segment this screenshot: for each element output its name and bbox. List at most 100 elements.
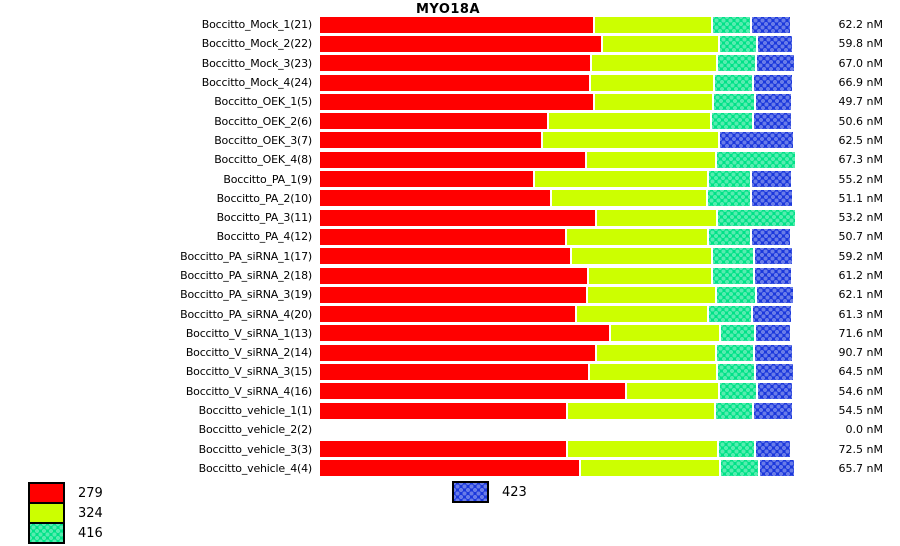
legend-label-423: 423 <box>502 484 527 500</box>
bar-area <box>320 267 803 284</box>
bar-segment-324 <box>572 248 712 265</box>
bar-segment-416 <box>716 344 753 361</box>
bar-segment-423 <box>754 74 793 91</box>
legend-item-324: 324 <box>28 502 103 524</box>
row-label: Boccitto_Mock_4(24) <box>201 76 312 90</box>
bar-segment-279 <box>320 171 533 188</box>
row-label: Boccitto_OEK_3(7) <box>214 133 312 147</box>
bar-area <box>320 286 803 303</box>
chart-row: Boccitto_PA_3(11) 53.2 nM <box>0 208 900 227</box>
bar-area <box>320 151 803 168</box>
row-value: 62.2 nM <box>838 18 883 32</box>
chart-row: Boccitto_V_siRNA_3(15) 64.5 nM <box>0 362 900 381</box>
bar-segment-279 <box>320 286 587 303</box>
row-value: 61.2 nM <box>838 269 883 282</box>
bar-segment-279 <box>320 306 575 323</box>
bar-area <box>320 325 803 342</box>
bar-chart: Boccitto_Mock_1(21) 62.2 nM Boccitto_Mock_… <box>0 15 900 478</box>
bar-segment-279 <box>320 267 588 284</box>
row-value: 67.0 nM <box>838 56 883 70</box>
bar-segment-416 <box>720 383 756 400</box>
bar-area <box>320 190 803 207</box>
bar-segment-423 <box>751 228 790 245</box>
chart-row: Boccitto_PA_1(9) 55.2 nM <box>0 169 900 188</box>
bar-segment-279 <box>320 344 595 361</box>
chart-row: Boccitto_PA_siRNA_3(19) 62.1 nM <box>0 285 900 304</box>
bar-segment-324 <box>567 441 717 458</box>
bar-area <box>320 422 803 438</box>
bar-segment-324 <box>543 132 718 149</box>
row-label: Boccitto_vehicle_4(4) <box>198 461 313 475</box>
bar-segment-324 <box>587 151 716 168</box>
row-value: 50.7 nM <box>838 230 883 244</box>
chart-title: MYO18A <box>415 2 481 17</box>
chart-row: Boccitto_Mock_3(23) 67.0 nM <box>0 54 900 73</box>
row-value: 71.6 nM <box>838 326 883 340</box>
bar-segment-423 <box>754 344 792 361</box>
row-value: 59.2 nM <box>838 249 883 263</box>
legend-swatch-324 <box>28 502 65 524</box>
bar-area <box>320 441 803 458</box>
row-value: 62.1 nM <box>838 288 883 302</box>
bar-segment-324 <box>580 460 719 477</box>
chart-row: Boccitto_Mock_1(21) 62.2 nM <box>0 15 900 34</box>
row-value: 65.7 nM <box>838 461 883 475</box>
bar-area <box>320 171 803 188</box>
legend-label-279: 279 <box>78 485 103 501</box>
row-value: 54.6 nM <box>838 384 883 398</box>
bar-area <box>320 113 803 130</box>
legend-swatch-416 <box>28 522 65 544</box>
bar-segment-416 <box>715 402 752 419</box>
row-label: Boccitto_V_siRNA_1(13) <box>185 326 312 340</box>
bar-segment-279 <box>320 190 550 207</box>
bar-area <box>320 402 803 419</box>
row-value: 64.5 nM <box>838 365 883 379</box>
row-value: 72.5 nM <box>838 442 883 456</box>
bar-segment-324 <box>551 190 706 207</box>
bar-segment-324 <box>566 228 707 245</box>
legend-item-416: 416 <box>28 522 103 544</box>
bar-segment-279 <box>320 325 609 342</box>
bar-segment-279 <box>320 93 593 110</box>
bar-segment-416 <box>719 35 757 52</box>
bar-segment-416 <box>708 171 750 188</box>
bar-segment-423 <box>753 113 791 130</box>
bar-segment-324 <box>589 267 712 284</box>
row-label: Boccitto_OEK_1(5) <box>214 95 312 109</box>
row-value: 50.6 nM <box>838 114 883 128</box>
row-label: Boccitto_PA_siRNA_4(20) <box>180 307 312 321</box>
chart-row: Boccitto_vehicle_2(2) 0.0 nM <box>0 420 900 439</box>
legend-label-324: 324 <box>78 505 103 521</box>
bar-segment-279 <box>320 209 595 226</box>
bar-segment-324 <box>627 383 719 400</box>
row-value: 66.9 nM <box>838 76 883 90</box>
row-label: Boccitto_PA_3(11) <box>216 211 313 225</box>
bar-segment-279 <box>320 460 579 477</box>
bar-segment-416 <box>713 248 754 265</box>
bar-segment-416 <box>713 93 754 110</box>
row-value: 90.7 nM <box>838 346 883 360</box>
bar-segment-416 <box>717 209 796 226</box>
bar-area <box>320 363 803 380</box>
bar-area <box>320 93 803 110</box>
bar-area <box>320 228 803 245</box>
chart-row: Boccitto_OEK_2(6) 50.6 nM <box>0 111 900 130</box>
chart-row: Boccitto_vehicle_3(3) 72.5 nM <box>0 440 900 459</box>
bar-segment-279 <box>320 383 626 400</box>
bar-segment-279 <box>320 132 542 149</box>
bar-area <box>320 460 803 477</box>
bar-area <box>320 383 803 400</box>
bar-segment-279 <box>320 16 593 33</box>
bar-segment-423 <box>752 306 791 323</box>
row-label: Boccitto_PA_siRNA_1(17) <box>180 249 312 263</box>
bar-segment-279 <box>320 441 566 458</box>
row-label: Boccitto_OEK_2(6) <box>214 114 312 128</box>
bar-segment-423 <box>751 190 792 207</box>
bar-segment-416 <box>707 190 750 207</box>
row-label: Boccitto_PA_siRNA_2(18) <box>180 269 312 282</box>
chart-row: Boccitto_Mock_2(22) 59.8 nM <box>0 34 900 53</box>
bar-segment-423 <box>755 93 791 110</box>
bar-segment-423 <box>759 460 795 477</box>
bar-segment-324 <box>588 286 716 303</box>
chart-row: Boccitto_OEK_1(5) 49.7 nM <box>0 92 900 111</box>
